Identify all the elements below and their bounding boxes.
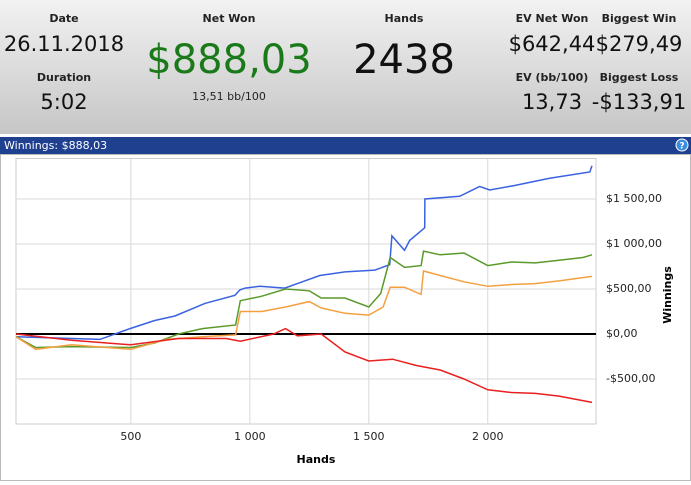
help-text[interactable]: ?: [679, 142, 684, 152]
series-line: [15, 165, 593, 341]
series-line: [15, 250, 593, 349]
value: $642,44: [509, 32, 596, 56]
y-tick-label: $500,00: [606, 282, 652, 295]
label: Hands: [385, 12, 424, 25]
sub: 13,51 bb/100: [192, 90, 266, 103]
y-axis-label: Winnings: [661, 266, 674, 324]
plot-frame: [15, 158, 597, 425]
y-tick-label: $1 500,00: [606, 192, 662, 205]
label: EV Net Won: [516, 12, 589, 25]
value: 13,73: [522, 90, 582, 114]
y-tick-label: $0,00: [606, 327, 638, 340]
series-line: [15, 327, 593, 404]
panel-title: Winnings: $888,03: [4, 139, 107, 152]
y-tick-label: -$500,00: [606, 372, 655, 385]
x-tick-label: 500: [120, 430, 141, 443]
value: 2438: [353, 37, 455, 83]
panel-bar: [0, 137, 691, 154]
label: Date: [49, 12, 78, 25]
gap: [0, 134, 691, 137]
chart-bg: [0, 154, 691, 481]
x-tick-label: 1 000: [234, 430, 266, 443]
value: -$133,91: [592, 90, 686, 114]
y-tick-label: $1 000,00: [606, 237, 662, 250]
value: $279,49: [596, 32, 683, 56]
value: 5:02: [40, 90, 87, 114]
value: $888,03: [146, 37, 311, 83]
label: Biggest Win: [602, 12, 677, 25]
header-bg: [0, 0, 691, 134]
help-icon[interactable]: [675, 138, 689, 152]
label: Duration: [37, 71, 91, 84]
x-tick-label: 1 500: [353, 430, 385, 443]
label: Biggest Loss: [600, 71, 679, 84]
label: EV (bb/100): [516, 71, 589, 84]
x-tick-label: 2 000: [472, 430, 504, 443]
x-axis-label: Hands: [297, 453, 336, 466]
label: Net Won: [203, 12, 256, 25]
value: 26.11.2018: [4, 32, 124, 56]
